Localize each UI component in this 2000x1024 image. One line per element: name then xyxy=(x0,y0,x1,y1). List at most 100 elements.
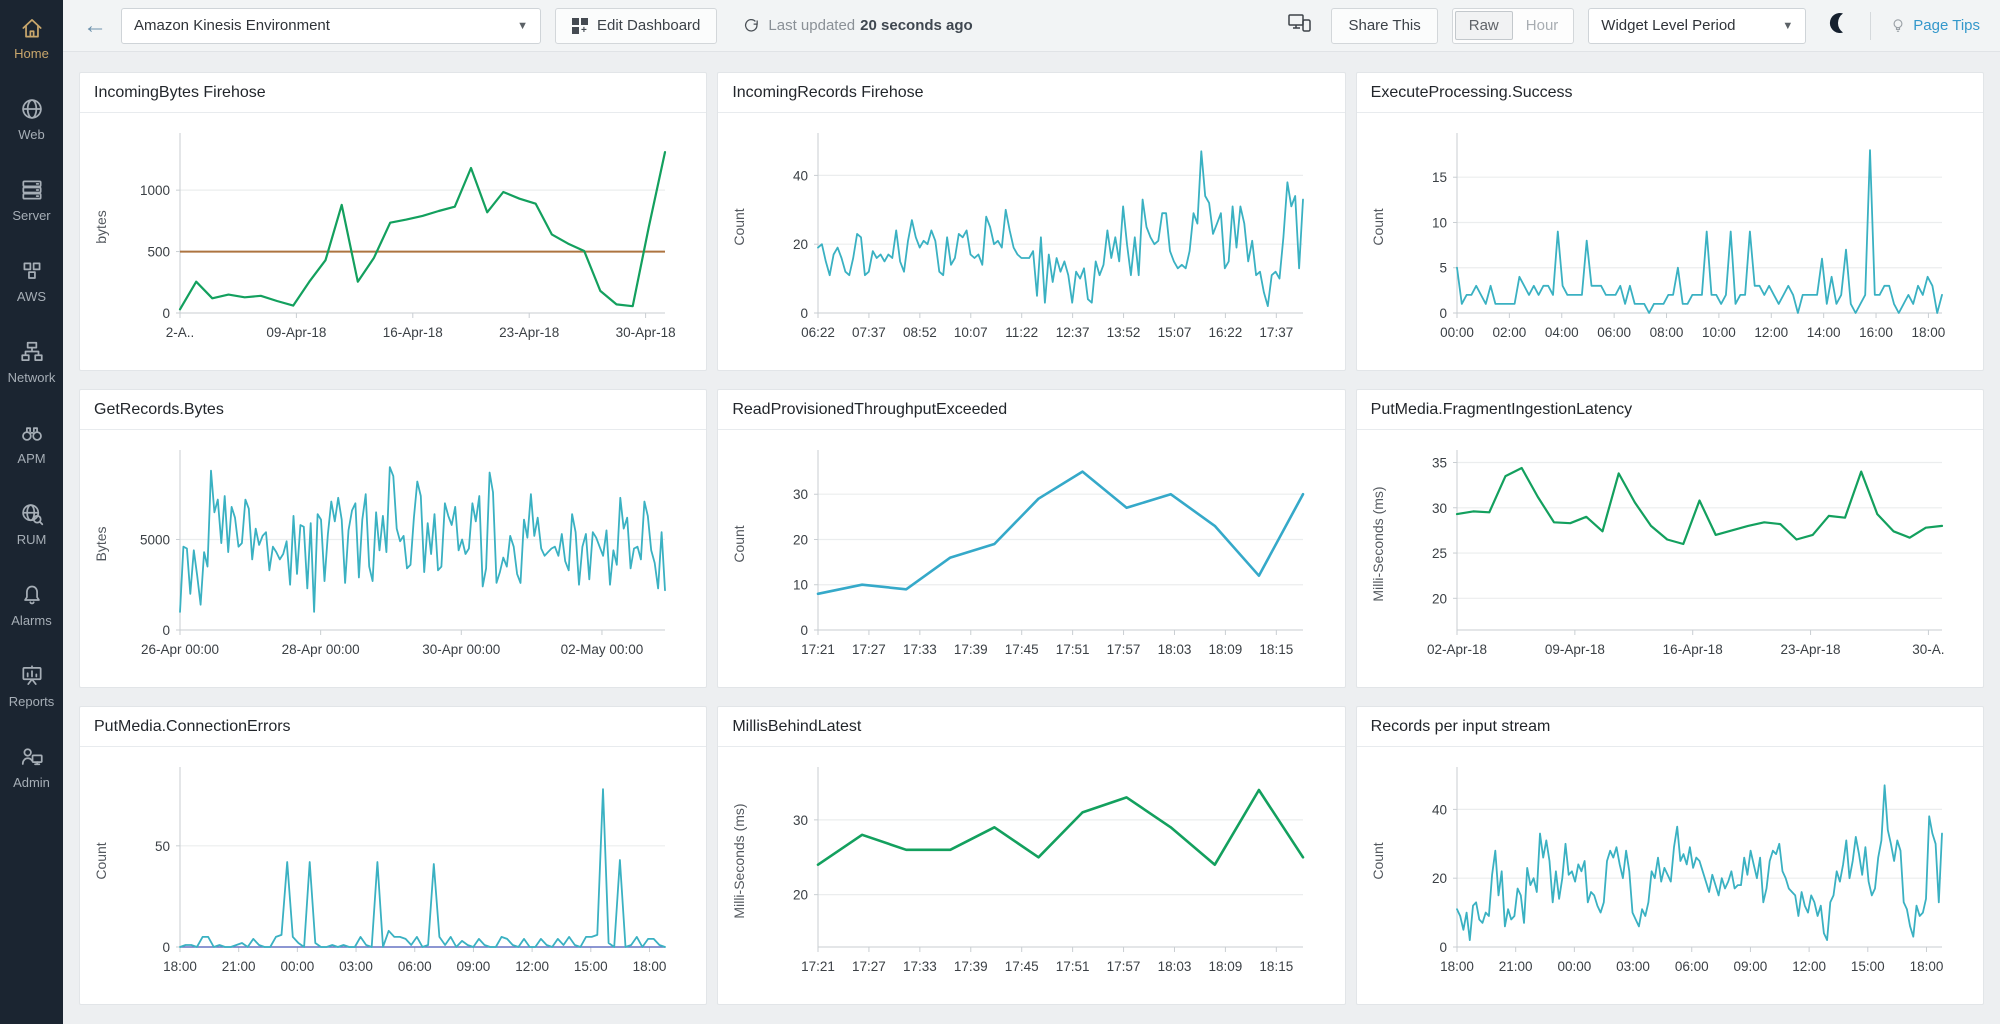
chart-canvas[interactable]: 0 50 18:00 21:00 00:00 03:00 06:00 09:00 12:00 15… xyxy=(80,751,705,1003)
svg-text:bytes: bytes xyxy=(93,210,109,243)
svg-text:Count: Count xyxy=(1370,842,1386,879)
chart-canvas[interactable]: 0 20 40 18:00 21:00 00:00 03:00 06:00 09:00 12:00… xyxy=(1357,751,1982,1003)
svg-text:06:22: 06:22 xyxy=(801,325,835,340)
svg-text:1000: 1000 xyxy=(140,183,170,198)
svg-text:10: 10 xyxy=(1432,215,1447,230)
svg-text:17:45: 17:45 xyxy=(1005,959,1039,974)
sidebar-item-label: Alarms xyxy=(11,613,52,628)
svg-text:30: 30 xyxy=(1432,501,1447,516)
server-icon xyxy=(21,180,42,200)
web-icon xyxy=(21,99,42,119)
svg-text:17:57: 17:57 xyxy=(1107,959,1141,974)
edit-dashboard-button[interactable]: + Edit Dashboard xyxy=(555,7,718,44)
page-tips-link[interactable]: Page Tips xyxy=(1889,16,1980,36)
sidebar-item-apm[interactable]: APM xyxy=(0,411,63,476)
svg-text:15:07: 15:07 xyxy=(1158,325,1192,340)
chart-canvas[interactable]: 0 5000 26-Apr 00:00 28-Apr 00:00 30-Apr 00:0… xyxy=(80,434,705,686)
page-tips-label: Page Tips xyxy=(1913,17,1980,34)
chart-canvas[interactable]: 20 30 17:21 17:27 17:33 17:39 17:45 17:51 17:57 1… xyxy=(718,751,1343,1003)
svg-text:16-Apr-18: 16-Apr-18 xyxy=(383,325,443,340)
svg-text:16:22: 16:22 xyxy=(1209,325,1243,340)
svg-text:12:00: 12:00 xyxy=(1792,959,1826,974)
sidebar-item-label: AWS xyxy=(16,289,47,304)
svg-text:12:00: 12:00 xyxy=(515,959,549,974)
sidebar-item-web[interactable]: Web xyxy=(0,87,63,152)
svg-text:08:52: 08:52 xyxy=(903,325,937,340)
last-updated: Last updated 20 seconds ago xyxy=(743,17,973,34)
sidebar-item-rum[interactable]: RUM xyxy=(0,492,63,557)
svg-text:08:00: 08:00 xyxy=(1649,325,1683,340)
svg-text:18:09: 18:09 xyxy=(1209,642,1243,657)
sidebar-item-reports[interactable]: Reports xyxy=(0,654,63,719)
svg-text:Count: Count xyxy=(731,208,747,245)
chart-title: IncomingBytes Firehose xyxy=(80,73,707,113)
svg-text:17:33: 17:33 xyxy=(903,959,937,974)
widget-period-selector[interactable]: Widget Level Period ▼ xyxy=(1588,7,1807,44)
chart-canvas[interactable]: 0 20 40 06:22 07:37 08:52 10:07 11:22 12:37 13:52… xyxy=(718,117,1343,369)
svg-text:Milli-Seconds (ms): Milli-Seconds (ms) xyxy=(1370,486,1386,601)
sidebar-item-admin[interactable]: Admin xyxy=(0,735,63,800)
topbar: ← Amazon Kinesis Environment ▼ + Edit Da… xyxy=(63,0,2000,52)
svg-text:06:00: 06:00 xyxy=(1597,325,1631,340)
toggle-raw[interactable]: Raw xyxy=(1454,11,1513,40)
sidebar: Home Web Server AWS Network APM RUM Alarms Repor… xyxy=(0,0,63,1024)
svg-text:18:00: 18:00 xyxy=(163,959,197,974)
chart-title: PutMedia.ConnectionErrors xyxy=(80,707,707,747)
svg-text:18:00: 18:00 xyxy=(1909,959,1943,974)
svg-text:14:00: 14:00 xyxy=(1806,325,1840,340)
sidebar-item-aws[interactable]: AWS xyxy=(0,249,63,314)
sidebar-item-home[interactable]: Home xyxy=(0,6,63,71)
svg-text:00:00: 00:00 xyxy=(1440,325,1474,340)
edit-dashboard-label: Edit Dashboard xyxy=(597,17,701,34)
svg-text:02:00: 02:00 xyxy=(1492,325,1526,340)
svg-text:16:00: 16:00 xyxy=(1859,325,1893,340)
svg-text:20: 20 xyxy=(1432,591,1447,606)
sidebar-item-server[interactable]: Server xyxy=(0,168,63,233)
svg-text:21:00: 21:00 xyxy=(1498,959,1532,974)
chart-canvas[interactable]: 0 500 1000 2-A.. 09-Apr-18 16-Apr-18 23-Apr-18… xyxy=(80,117,705,369)
dark-mode-moon-icon[interactable] xyxy=(1828,11,1852,40)
apm-icon xyxy=(21,427,42,441)
svg-text:04:00: 04:00 xyxy=(1545,325,1579,340)
share-this-button[interactable]: Share This xyxy=(1331,7,1438,44)
svg-text:17:45: 17:45 xyxy=(1005,642,1039,657)
admin-icon xyxy=(21,748,43,766)
svg-text:20: 20 xyxy=(793,532,808,547)
svg-text:30-A.: 30-A. xyxy=(1912,642,1944,657)
svg-text:2-A..: 2-A.. xyxy=(166,325,195,340)
svg-text:17:21: 17:21 xyxy=(801,642,835,657)
svg-text:0: 0 xyxy=(801,623,809,638)
svg-text:09:00: 09:00 xyxy=(457,959,491,974)
dashboard-grid: IncomingBytes Firehose 0 500 1000 2-A.. 09-A… xyxy=(63,52,2000,1005)
svg-text:Bytes: Bytes xyxy=(93,526,109,561)
svg-text:5000: 5000 xyxy=(140,532,170,547)
sidebar-item-alarms[interactable]: Alarms xyxy=(0,573,63,638)
devices-icon[interactable] xyxy=(1287,12,1331,39)
svg-text:0: 0 xyxy=(162,306,170,321)
share-this-label: Share This xyxy=(1348,17,1421,34)
dashboard-selector-value: Amazon Kinesis Environment xyxy=(134,17,330,34)
svg-text:Count: Count xyxy=(731,525,747,562)
svg-text:40: 40 xyxy=(793,168,808,183)
svg-text:03:00: 03:00 xyxy=(1616,959,1650,974)
chart-canvas[interactable]: 0 10 20 30 17:21 17:27 17:33 17:39 17:45 17:51 17:… xyxy=(718,434,1343,686)
svg-text:18:15: 18:15 xyxy=(1260,642,1294,657)
back-arrow-icon[interactable]: ← xyxy=(83,11,107,39)
svg-text:15:00: 15:00 xyxy=(574,959,608,974)
dashboard-selector[interactable]: Amazon Kinesis Environment ▼ xyxy=(121,7,541,44)
toggle-hour[interactable]: Hour xyxy=(1525,17,1559,34)
svg-text:35: 35 xyxy=(1432,456,1447,471)
chart-canvas[interactable]: 0 5 10 15 00:00 02:00 04:00 06:00 08:00 10:00 12:0… xyxy=(1357,117,1982,369)
chart-panel: GetRecords.Bytes 0 5000 26-Apr 00:00 28-Apr… xyxy=(79,389,708,688)
chart-title: PutMedia.FragmentIngestionLatency xyxy=(1356,390,1983,430)
sidebar-item-label: APM xyxy=(17,451,46,466)
refresh-icon[interactable] xyxy=(743,17,760,34)
chart-canvas[interactable]: 20 25 30 35 02-Apr-18 09-Apr-18 16-Apr-18 23-Ap… xyxy=(1357,434,1982,686)
chart-panel: PutMedia.ConnectionErrors 0 50 18:00 21:00 0… xyxy=(79,706,708,1005)
svg-text:0: 0 xyxy=(1439,940,1447,955)
svg-text:Count: Count xyxy=(93,842,109,879)
sidebar-item-network[interactable]: Network xyxy=(0,330,63,395)
chart-panel: ReadProvisionedThroughputExceeded 0 10 20 3… xyxy=(717,389,1346,688)
svg-text:Count: Count xyxy=(1370,208,1386,245)
